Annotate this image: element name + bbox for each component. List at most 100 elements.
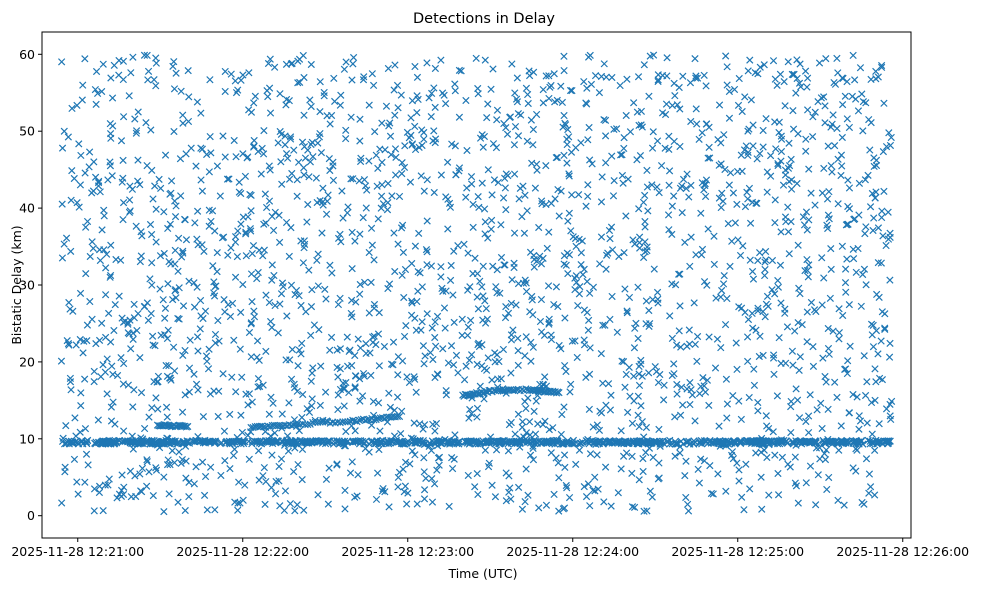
data-point [203, 506, 211, 514]
data-point [859, 127, 867, 135]
data-point [756, 63, 764, 71]
data-point [285, 399, 293, 407]
data-point [601, 321, 609, 329]
data-point [787, 176, 796, 184]
data-point [260, 463, 268, 472]
data-point [507, 495, 515, 503]
data-point [374, 164, 382, 173]
data-point [408, 447, 416, 455]
data-point [671, 281, 680, 289]
data-point [316, 78, 324, 86]
data-point [117, 353, 125, 362]
data-point [761, 313, 769, 321]
data-point [845, 409, 854, 417]
data-point [811, 108, 819, 116]
data-point [723, 63, 731, 71]
data-point [646, 320, 654, 328]
data-point [478, 179, 486, 187]
data-point [719, 280, 728, 288]
data-point [76, 181, 85, 189]
data-point [290, 146, 298, 154]
data-point [369, 397, 378, 406]
data-point [660, 381, 668, 389]
data-point [635, 381, 644, 390]
data-point [618, 357, 626, 365]
data-point [411, 314, 419, 322]
data-point [422, 245, 431, 254]
data-point [762, 256, 770, 264]
data-point [553, 96, 561, 104]
band-point [714, 439, 722, 447]
data-point [462, 193, 470, 201]
data-point [422, 474, 430, 482]
data-point [471, 483, 479, 491]
data-point [768, 286, 776, 294]
data-point [841, 92, 849, 100]
data-point [185, 93, 193, 101]
data-point [668, 230, 676, 239]
data-point [502, 302, 510, 311]
data-point [869, 226, 877, 235]
data-point [506, 484, 514, 492]
data-point [429, 420, 437, 428]
data-point [261, 500, 269, 508]
data-point [445, 502, 453, 511]
data-point [231, 77, 239, 85]
data-point [887, 415, 895, 424]
data-point [163, 334, 172, 343]
data-point [322, 475, 331, 483]
data-point [420, 454, 428, 462]
data-point [815, 59, 824, 67]
band-point [155, 440, 163, 448]
data-point [177, 253, 186, 261]
data-point [81, 478, 89, 486]
data-point [119, 113, 128, 121]
data-point [565, 172, 573, 180]
data-point [336, 294, 344, 302]
data-point [347, 175, 355, 183]
data-point [380, 342, 389, 351]
data-point [136, 257, 144, 266]
data-point [93, 89, 102, 98]
data-point [278, 410, 286, 418]
data-point [833, 124, 841, 133]
data-point [431, 64, 440, 73]
data-point [508, 276, 516, 284]
data-point [348, 458, 356, 466]
data-point [564, 270, 572, 278]
data-point [325, 464, 333, 472]
data-point [831, 142, 839, 150]
data-point [115, 292, 123, 300]
band-point [811, 437, 819, 445]
data-point [543, 244, 551, 253]
data-point [701, 388, 710, 396]
data-point [385, 280, 394, 288]
data-point [645, 322, 653, 330]
data-point [616, 81, 624, 90]
data-point [140, 51, 149, 59]
data-point [850, 215, 858, 224]
track-point [372, 415, 380, 424]
data-point [401, 265, 410, 274]
data-point [655, 459, 663, 467]
data-point [136, 354, 144, 362]
data-point [237, 76, 245, 84]
data-point [237, 411, 245, 419]
data-point [466, 405, 474, 414]
data-point [179, 249, 187, 257]
data-point [162, 403, 171, 411]
data-point [60, 240, 68, 248]
data-point [196, 296, 205, 305]
data-point [70, 455, 79, 463]
data-point [307, 377, 315, 385]
data-point [262, 219, 270, 227]
data-point [623, 75, 631, 83]
data-point [484, 100, 492, 108]
band-point [754, 437, 762, 445]
data-point [502, 170, 510, 178]
data-point [773, 392, 782, 400]
data-point [802, 208, 811, 216]
data-point [542, 501, 551, 509]
data-point [394, 483, 402, 491]
data-point [103, 250, 111, 258]
